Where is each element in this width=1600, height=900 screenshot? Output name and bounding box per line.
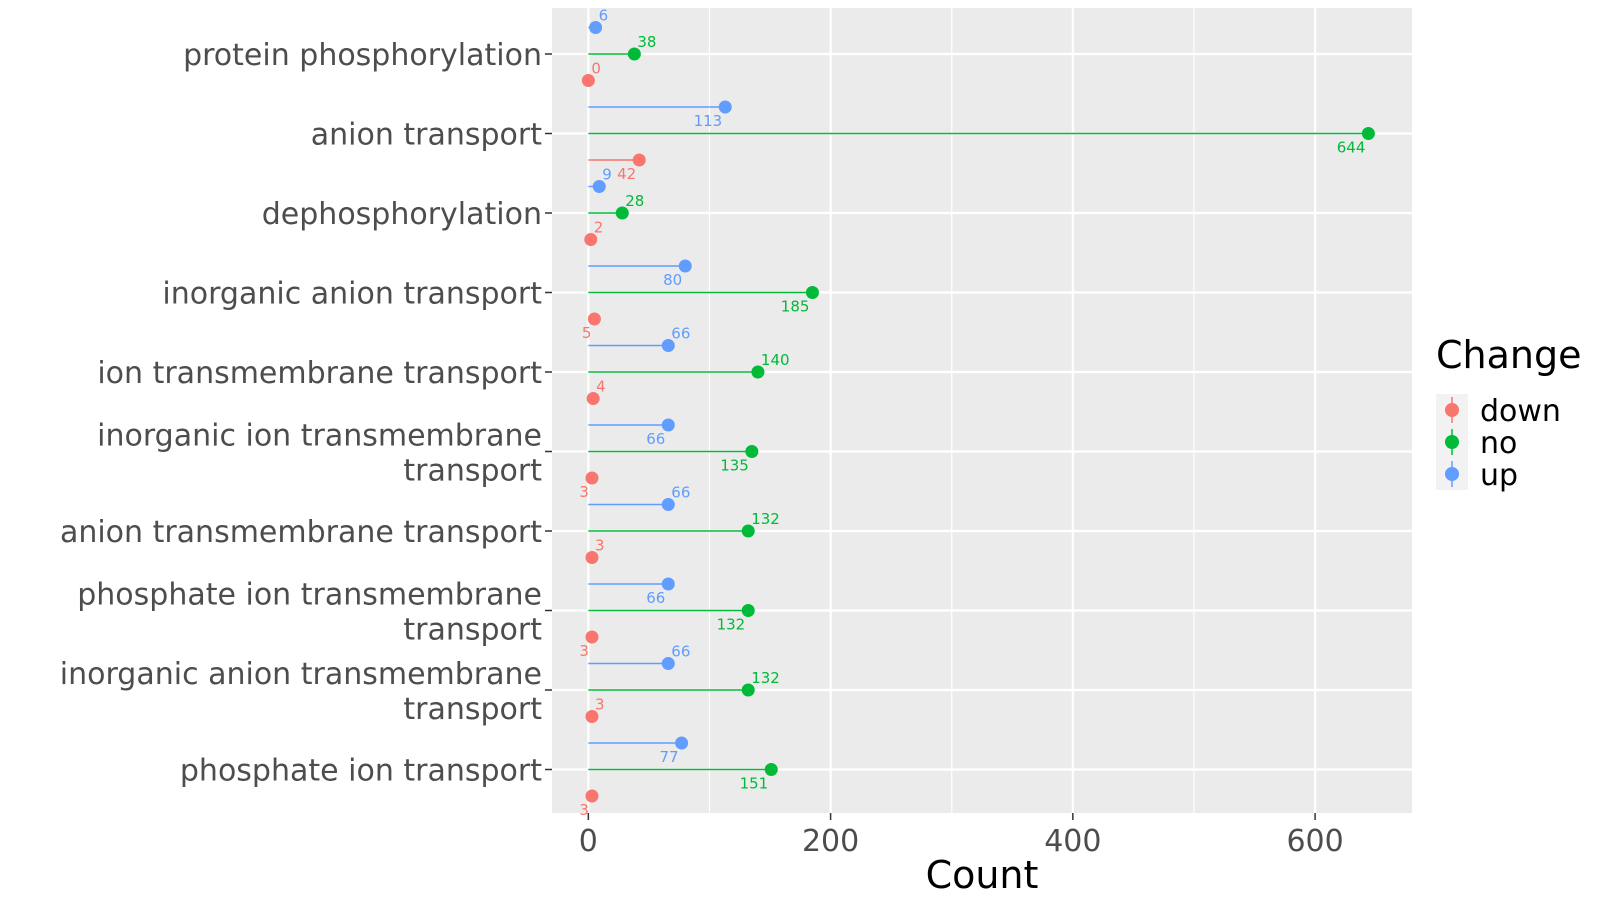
- legend-label: no: [1480, 426, 1517, 461]
- category-label: phosphate ion transport: [180, 754, 542, 789]
- category-label-line: inorganic anion transmembrane: [60, 657, 542, 692]
- data-label: 3: [579, 642, 589, 660]
- category-label: anion transmembrane transport: [60, 515, 542, 550]
- category-label: anion transport: [311, 118, 542, 153]
- lollipop-point: [675, 736, 689, 750]
- lollipop-point: [718, 100, 732, 114]
- category-label: phosphate ion transmembrane transport: [77, 578, 542, 648]
- lollipop-point: [751, 365, 765, 379]
- lollipop-point: [585, 789, 599, 803]
- legend-key-point: [1445, 467, 1459, 481]
- y-axis: protein phosphorylation anion transport de…: [60, 38, 552, 789]
- lollipop-point: [678, 259, 692, 273]
- lollipop-point: [1361, 127, 1375, 140]
- lollipop-point: [745, 445, 759, 458]
- legend-key-point: [1445, 435, 1459, 449]
- grid-minor: [708, 8, 1195, 813]
- data-label: 113: [694, 112, 723, 130]
- lollipop-point: [615, 206, 629, 220]
- category-label: protein phosphorylation: [183, 38, 542, 73]
- lollipop-point: [661, 657, 675, 670]
- data-label: 3: [579, 483, 589, 501]
- lollipop-point: [632, 153, 646, 167]
- category-label-line: transport: [403, 692, 542, 727]
- legend-key-point: [1445, 403, 1459, 417]
- data-label: 42: [617, 165, 636, 183]
- category-label: dephosphorylation: [262, 197, 542, 232]
- x-axis-title: Count: [926, 853, 1039, 897]
- lollipop-point: [585, 551, 599, 564]
- data-label: 9: [602, 166, 612, 184]
- data-label: 80: [663, 271, 682, 289]
- category-label-line: transport: [403, 613, 542, 648]
- legend-label: down: [1480, 394, 1561, 429]
- data-label: 132: [751, 510, 780, 528]
- lollipop-point: [627, 47, 641, 61]
- lollipop-point: [805, 286, 819, 299]
- data-label: 132: [751, 669, 780, 687]
- lollipop-point: [661, 577, 675, 591]
- x-tick-label: 400: [1044, 824, 1101, 859]
- lollipop-point: [585, 710, 599, 723]
- data-label: 132: [717, 616, 746, 634]
- data-label: 644: [1337, 139, 1366, 157]
- legend-title: Change: [1436, 333, 1582, 377]
- lollipop-point: [661, 339, 675, 352]
- lollipop-point: [741, 683, 755, 697]
- lollipop-point: [587, 312, 601, 326]
- data-label: 66: [671, 325, 690, 343]
- data-label: 66: [671, 484, 690, 502]
- data-label: 5: [582, 324, 592, 342]
- lollipop-point: [741, 604, 755, 617]
- data-label: 135: [720, 457, 749, 475]
- lollipop-point: [584, 233, 598, 246]
- data-label: 3: [595, 696, 605, 714]
- category-label: inorganic anion transport: [162, 277, 542, 312]
- data-label: 66: [646, 589, 665, 607]
- data-label: 66: [646, 430, 665, 448]
- x-axis: 0 200 400 600: [579, 813, 1344, 859]
- lollipop-point: [585, 630, 599, 644]
- lollipop-point: [764, 763, 778, 776]
- data-labels: 0 42 2 5 4 3 3 3 3 3 38 644 28 185 140 135 132 132 132 151 6…: [579, 7, 1365, 820]
- data-label: 185: [781, 298, 810, 316]
- data-label: 151: [740, 775, 769, 793]
- category-label-line: phosphate ion transmembrane: [77, 578, 542, 613]
- data-label: 77: [660, 748, 679, 766]
- lollipop-point: [589, 21, 603, 34]
- lollipop-point: [586, 392, 600, 405]
- category-label: inorganic anion transmembrane transport: [60, 657, 542, 727]
- plot-panel: [552, 8, 1412, 813]
- lollipop-point: [585, 471, 599, 485]
- data-label: 66: [671, 643, 690, 661]
- data-label: 28: [625, 192, 644, 210]
- lollipop-point: [581, 74, 595, 87]
- x-tick-label: 200: [802, 824, 859, 859]
- data-label: 38: [637, 33, 656, 51]
- data-label: 0: [591, 60, 601, 78]
- data-label: 140: [761, 351, 790, 369]
- x-tick-label: 0: [579, 824, 598, 859]
- category-label-line: transport: [403, 454, 542, 489]
- lollipop-point: [661, 498, 675, 511]
- category-label-line: inorganic ion transmembrane: [97, 419, 542, 454]
- lollipop-points: [581, 21, 1375, 803]
- legend-label: up: [1480, 458, 1518, 493]
- data-label: 3: [579, 801, 589, 819]
- lollipop-point: [592, 180, 606, 193]
- data-label: 2: [594, 219, 604, 237]
- category-label: inorganic ion transmembrane transport: [97, 419, 542, 489]
- data-label: 3: [595, 537, 605, 555]
- data-label: 6: [599, 7, 609, 25]
- x-tick-label: 600: [1286, 824, 1343, 859]
- lollipop-point: [741, 524, 755, 538]
- category-label: ion transmembrane transport: [97, 356, 542, 391]
- lollipop-point: [661, 418, 675, 432]
- data-label: 4: [596, 378, 606, 396]
